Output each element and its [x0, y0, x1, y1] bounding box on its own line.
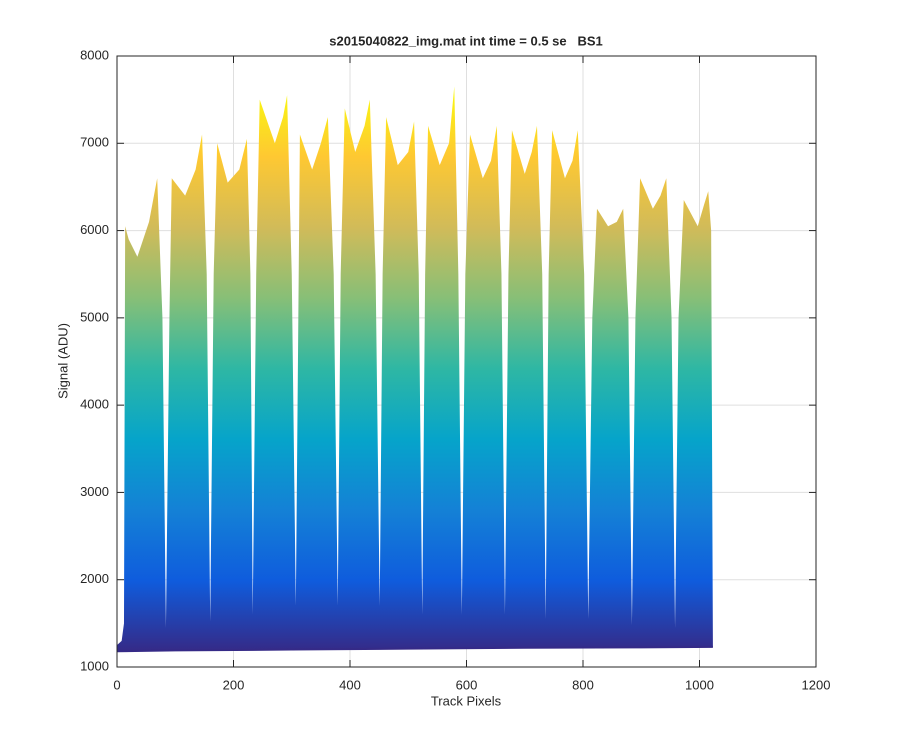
y-tick-label: 7000 [80, 135, 109, 150]
y-tick-label: 1000 [80, 658, 109, 673]
y-tick-label: 8000 [80, 47, 109, 62]
x-tick-label: 400 [339, 677, 361, 692]
x-tick-label: 800 [572, 677, 594, 692]
y-tick-label: 2000 [80, 571, 109, 586]
x-axis-label: Track Pixels [431, 693, 502, 708]
y-tick-label: 5000 [80, 309, 109, 324]
x-tick-label: 600 [456, 677, 478, 692]
signal-area [117, 86, 713, 652]
x-tick-label: 200 [223, 677, 245, 692]
x-tick-label: 0 [113, 677, 120, 692]
x-tick-label: 1200 [802, 677, 831, 692]
y-tick-label: 4000 [80, 397, 109, 412]
x-tick-label: 1000 [685, 677, 714, 692]
y-tick-label: 3000 [80, 484, 109, 499]
y-axis-label: Signal (ADU) [55, 323, 70, 399]
baseline [116, 645, 713, 653]
y-tick-label: 6000 [80, 222, 109, 237]
chart-title: s2015040822_img.mat int time = 0.5 se BS… [329, 33, 603, 48]
